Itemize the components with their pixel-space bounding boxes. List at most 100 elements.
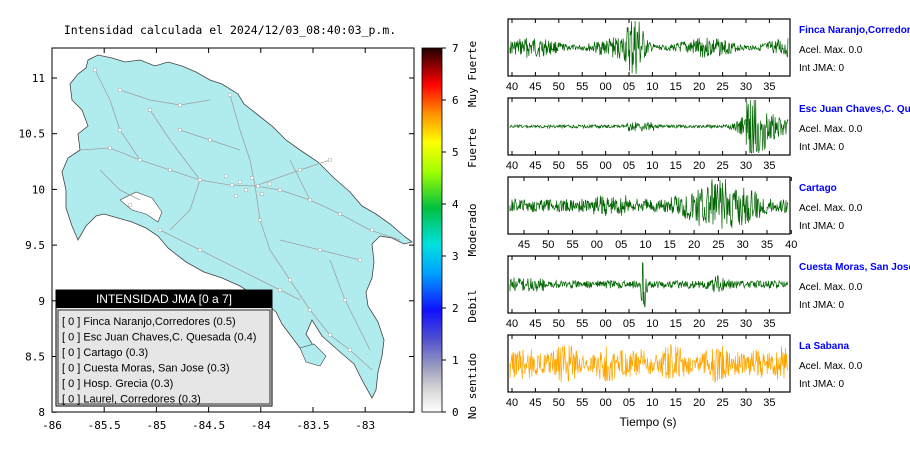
lon-tick-label: -85.5 — [88, 419, 121, 432]
time-tick-label: 15 — [670, 397, 682, 409]
town-marker — [358, 258, 362, 262]
time-tick-label: 35 — [763, 81, 775, 93]
town-marker — [308, 308, 312, 312]
colorbar-category-label: No sentido — [466, 353, 479, 419]
time-tick-label: 35 — [763, 397, 775, 409]
waveform-trace — [509, 344, 789, 383]
lon-tick-label: -84 — [251, 419, 271, 432]
time-tick-label: 20 — [693, 318, 705, 330]
road-line — [159, 229, 301, 301]
time-tick-label: 10 — [646, 81, 658, 93]
time-tick-label: 45 — [529, 160, 541, 172]
station-info: Acel. Max. 0.0 — [799, 282, 863, 293]
station-info: Int JMA: 0 — [799, 142, 844, 153]
town-marker — [148, 108, 152, 112]
time-tick-label: 30 — [737, 239, 749, 251]
legend-item: [ 0 ] Finca Naranjo,Corredores (0.5) — [62, 316, 236, 328]
time-tick-label: 50 — [553, 160, 565, 172]
time-tick-label: 45 — [529, 397, 541, 409]
station-name: Cartago — [799, 183, 837, 194]
latitude-axis: 11 10.5 10 9.5 9 8.5 8 — [19, 72, 414, 419]
legend-items: [ 0 ] Finca Naranjo,Corredores (0.5) [ 0 … — [62, 316, 256, 406]
time-tick-label: 25 — [716, 81, 728, 93]
town-marker — [168, 168, 172, 172]
lon-tick-label: -83.5 — [296, 419, 329, 432]
time-tick-label: 05 — [623, 318, 635, 330]
time-tick-label: 10 — [646, 160, 658, 172]
waveform-trace — [509, 178, 789, 229]
time-tick-label: 40 — [785, 239, 797, 251]
time-tick-label: 05 — [623, 81, 635, 93]
lat-tick-label: 8 — [38, 406, 45, 419]
road-line — [289, 159, 311, 201]
station-name: Finca Naranjo,Corredores — [799, 25, 910, 36]
town-marker — [328, 333, 332, 337]
time-tick-label: 30 — [740, 160, 752, 172]
town-marker — [128, 203, 132, 207]
town-marker — [238, 180, 242, 184]
town-marker — [343, 298, 347, 302]
time-tick-label: 00 — [599, 318, 611, 330]
time-tick-label: 55 — [576, 81, 588, 93]
town-marker — [278, 288, 282, 292]
time-tick-label: 50 — [542, 239, 554, 251]
time-tick-label: 45 — [529, 318, 541, 330]
station-info: Int JMA: 0 — [799, 221, 844, 232]
lat-tick-label: 9.5 — [25, 239, 45, 252]
time-tick-label: 00 — [599, 81, 611, 93]
town-marker — [268, 182, 272, 186]
lon-tick-label: -84.5 — [192, 419, 225, 432]
town-marker — [158, 228, 162, 232]
station-info: Acel. Max. 0.0 — [799, 361, 863, 372]
road-line — [79, 147, 401, 241]
town-marker — [348, 348, 352, 352]
colorbar-tick-label: 5 — [452, 146, 459, 159]
time-tick-label: 05 — [623, 160, 635, 172]
colorbar-tick-label: 3 — [452, 250, 459, 263]
time-tick-label: 30 — [740, 81, 752, 93]
map-title: Intensidad calculada el 2024/12/03_08:40… — [64, 23, 396, 37]
colorbar-tick-label: 6 — [452, 94, 459, 107]
town-marker — [138, 158, 142, 162]
time-axis-label: Tiempo (s) — [620, 415, 677, 429]
town-marker — [118, 128, 122, 132]
lat-tick-label: 8.5 — [25, 351, 45, 364]
lat-tick-label: 9 — [38, 295, 45, 308]
time-tick-label: 00 — [591, 239, 603, 251]
town-marker — [234, 194, 238, 198]
time-tick-label: 10 — [646, 397, 658, 409]
seismogram-panel: 40 45 50 55 00 05 10 15 20 25 30 35 Cuesta Moras, Sa… — [506, 255, 910, 330]
time-tick-label: 00 — [599, 160, 611, 172]
town-marker — [208, 138, 212, 142]
town-marker — [278, 188, 282, 192]
time-tick-label: 20 — [693, 160, 705, 172]
time-tick-label: 05 — [623, 397, 635, 409]
colorbar-tick-label: 0 — [452, 406, 459, 419]
time-tick-label: 30 — [740, 318, 752, 330]
station-info: Acel. Max. 0.0 — [799, 203, 863, 214]
town-marker — [258, 218, 262, 222]
lat-tick-label: 10.5 — [19, 128, 46, 141]
station-name: Cuesta Moras, San Jose — [799, 262, 910, 273]
legend-inner — [57, 309, 271, 405]
town-marker — [230, 183, 234, 187]
road-line — [149, 109, 201, 181]
nicoya-gulf — [119, 191, 163, 223]
town-marker — [328, 158, 332, 162]
waveform-trace — [509, 99, 789, 154]
lon-tick-label: -83 — [355, 419, 375, 432]
colorbar-tick-label: 7 — [452, 42, 459, 55]
colorbar-labels: No sentido Debil Moderado Fuerte Muy Fuerte — [466, 41, 479, 419]
colorbar-ticks: 0 1 2 3 4 5 6 7 — [442, 42, 459, 419]
time-tick-label: 30 — [740, 397, 752, 409]
lat-tick-label: 10 — [32, 183, 45, 196]
time-tick-label: 05 — [615, 239, 627, 251]
town-marker — [338, 212, 342, 216]
time-tick-label: 25 — [716, 397, 728, 409]
town-marker — [308, 198, 312, 202]
time-tick-label: 25 — [716, 160, 728, 172]
longitude-axis: -86 -85.5 -85 -84.5 -84 -83.5 -83 — [42, 48, 375, 432]
colorbar-category-label: Fuerte — [466, 128, 479, 168]
station-info: Int JMA: 0 — [799, 379, 844, 390]
time-tick-label: 35 — [761, 239, 773, 251]
